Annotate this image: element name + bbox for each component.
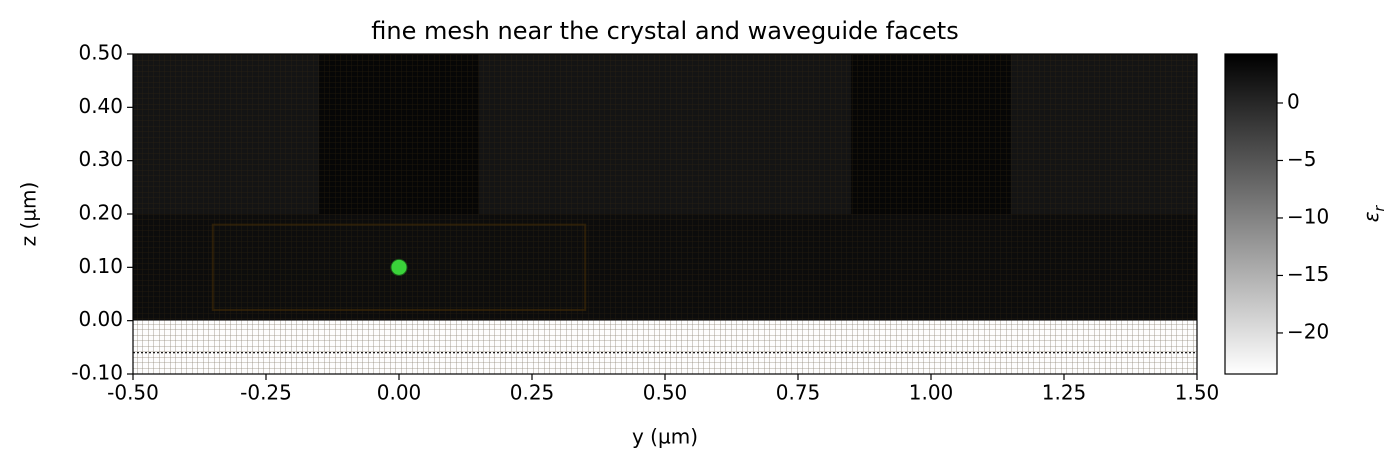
x-tick-label: -0.25 — [240, 381, 292, 405]
x-tick-label: 1.00 — [909, 381, 954, 405]
colorbar-tick-label: −10 — [1287, 204, 1329, 228]
x-tick-label: 0.25 — [510, 381, 555, 405]
colorbar-tick-label: 0 — [1287, 89, 1300, 113]
x-tick-label: -0.50 — [107, 381, 159, 405]
colorbar-label-subscript: r — [1372, 204, 1388, 211]
x-tick-label: 1.50 — [1175, 381, 1220, 405]
y-tick-label: 0.30 — [78, 147, 123, 171]
x-tick-label: 1.25 — [1042, 381, 1087, 405]
mesh-overlay — [133, 54, 1197, 374]
x-tick-label: 0.00 — [377, 381, 422, 405]
colorbar-label-symbol: ε — [1359, 211, 1383, 222]
y-tick-label: -0.10 — [71, 361, 123, 385]
colorbar-tick-label: −5 — [1287, 147, 1316, 171]
y-tick-label: 0.10 — [78, 254, 123, 278]
chart-title: fine mesh near the crystal and waveguide… — [371, 17, 958, 45]
plot-area — [132, 53, 1198, 375]
x-tick-label: 0.75 — [776, 381, 821, 405]
x-axis-label: y (µm) — [632, 425, 698, 449]
y-tick-label: 0.00 — [78, 307, 123, 331]
y-axis-label: z (µm) — [17, 182, 41, 247]
y-tick-label: 0.20 — [78, 201, 123, 225]
source-point — [390, 258, 408, 276]
colorbar-gradient — [1224, 53, 1278, 375]
y-tick-label: 0.50 — [78, 41, 123, 65]
colorbar-tick-label: −20 — [1287, 319, 1329, 343]
colorbar: 0 −5 −10 −15 −20 εr — [1224, 53, 1389, 375]
colorbar-label: εr — [1359, 204, 1389, 222]
colorbar-tick-label: −15 — [1287, 262, 1329, 286]
x-tick-label: 0.50 — [643, 381, 688, 405]
y-tick-label: 0.40 — [78, 94, 123, 118]
